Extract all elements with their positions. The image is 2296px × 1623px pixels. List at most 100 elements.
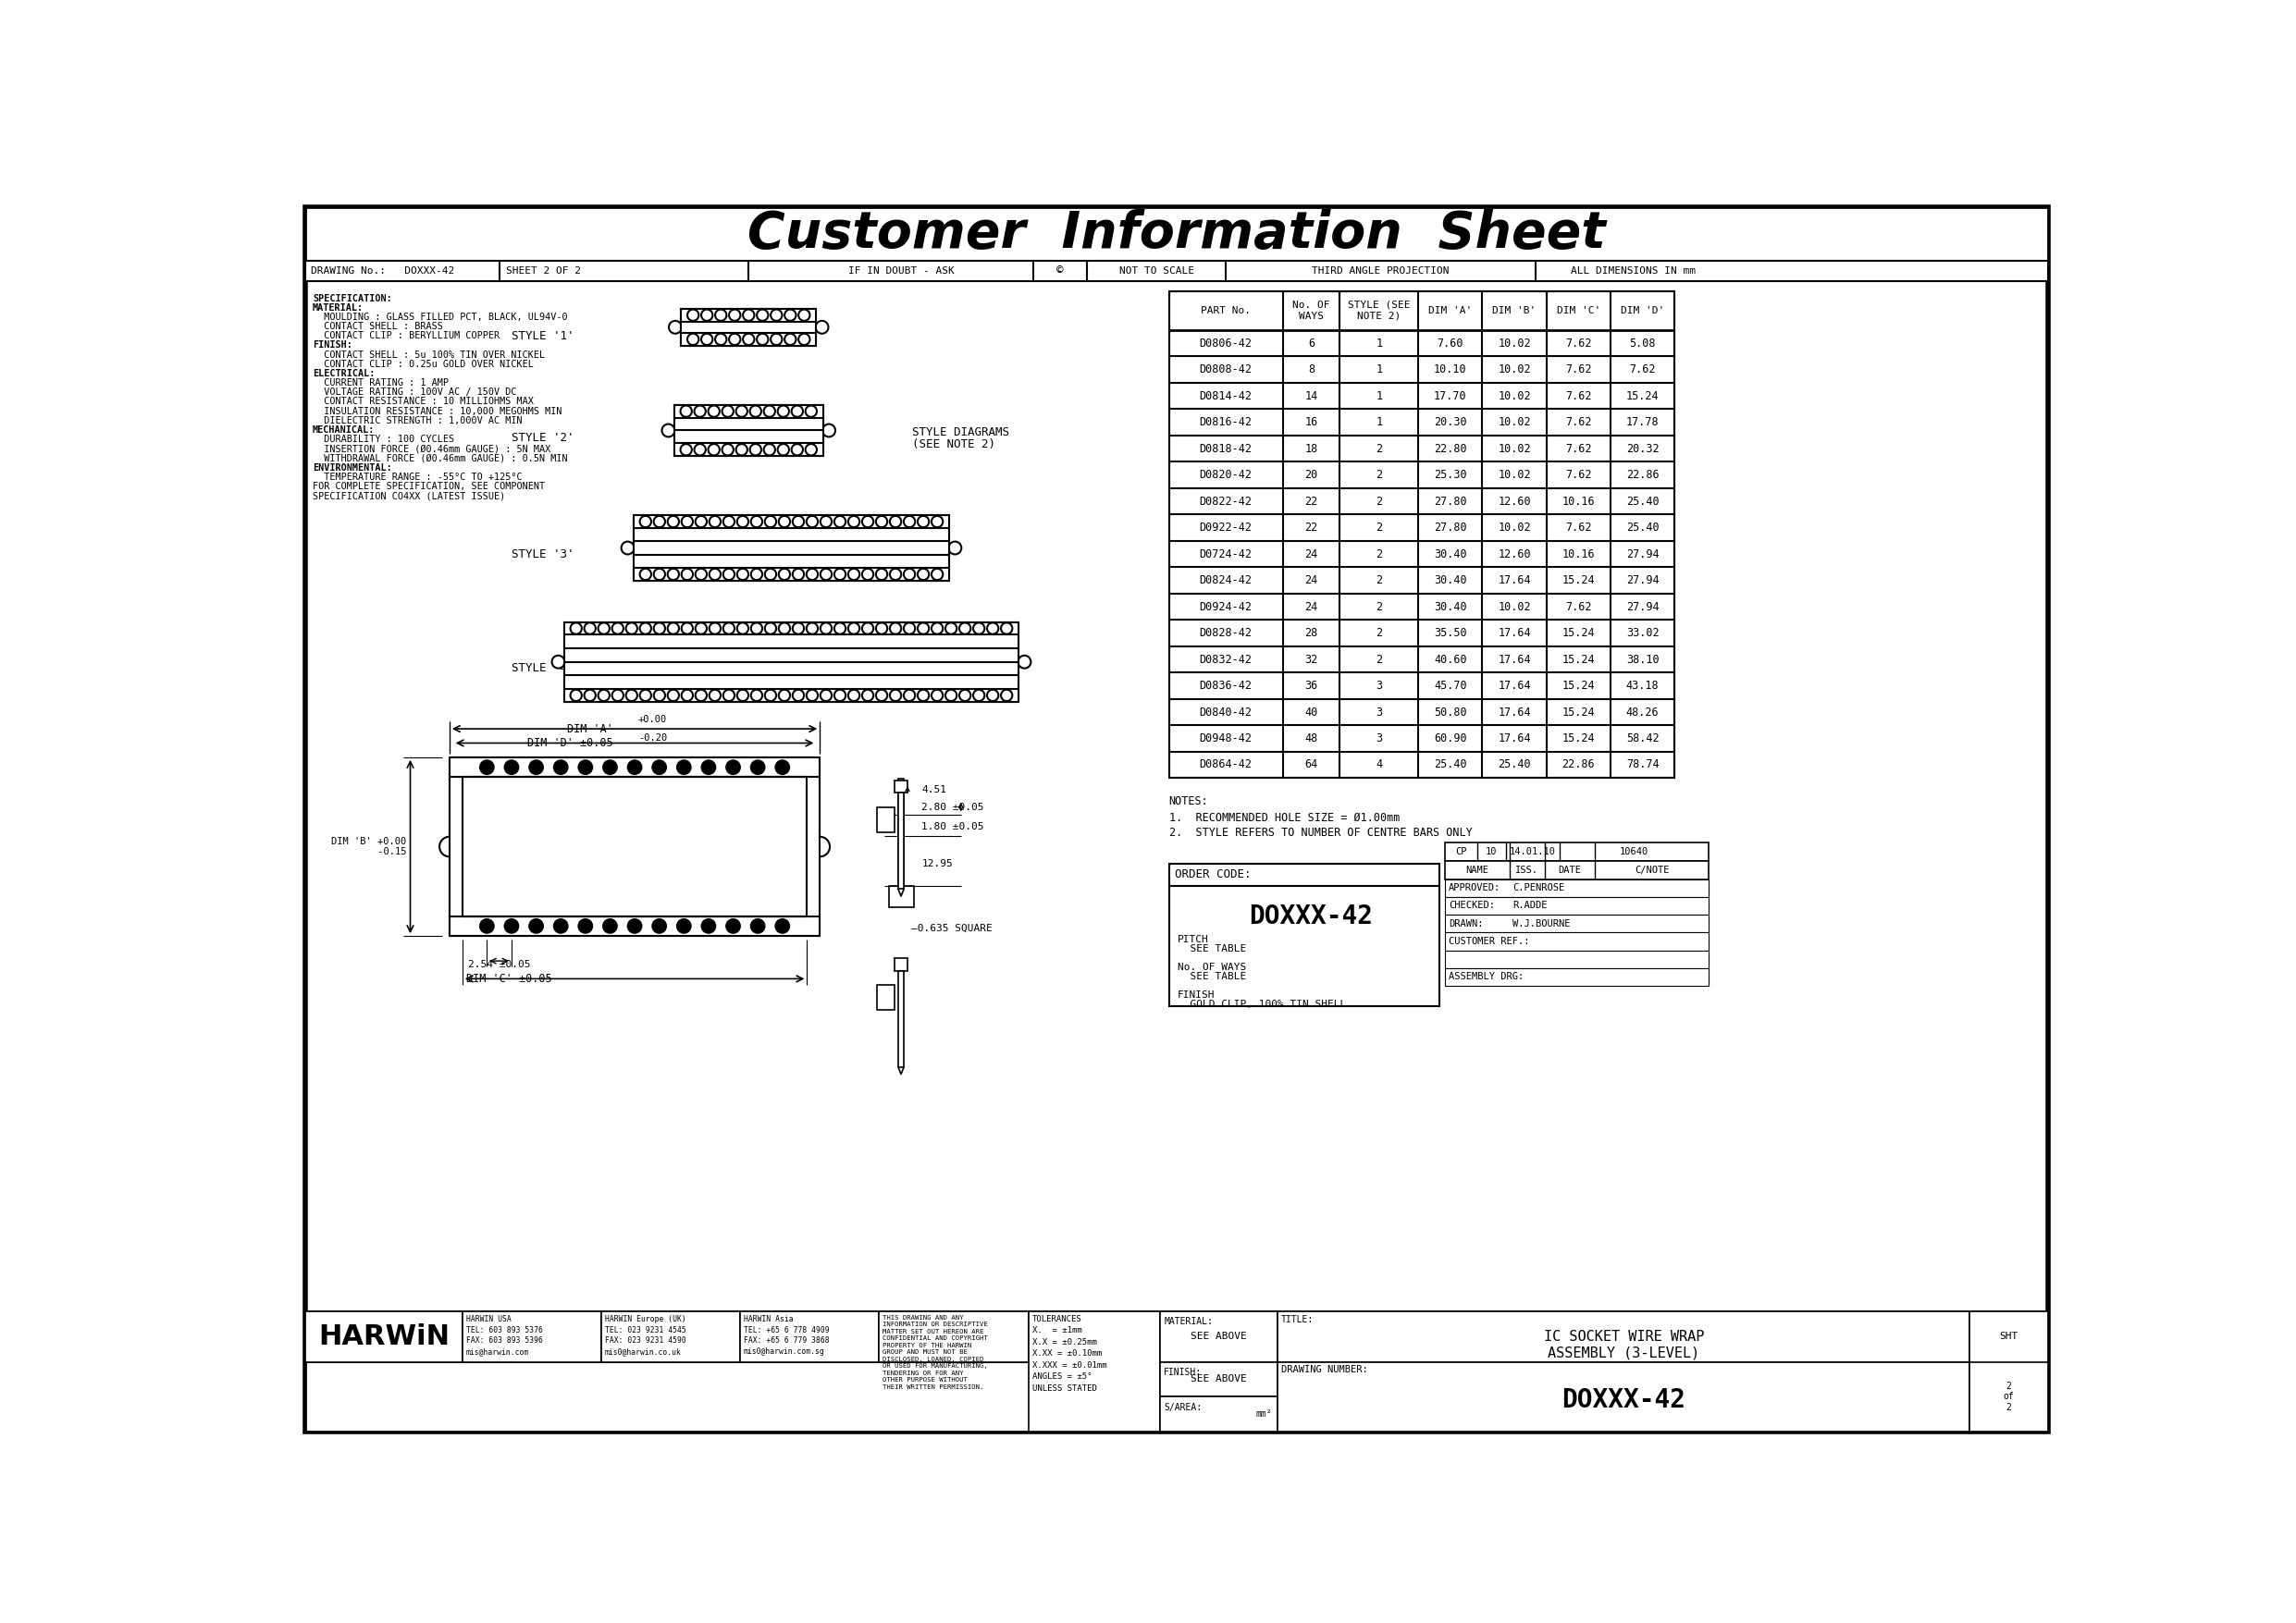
Ellipse shape: [627, 623, 638, 635]
Text: 15.24: 15.24: [1561, 680, 1596, 691]
Text: STYLE '4': STYLE '4': [512, 662, 574, 674]
Bar: [895, 781, 907, 794]
Text: No. OF
WAYS: No. OF WAYS: [1293, 300, 1329, 320]
Ellipse shape: [946, 623, 957, 635]
Text: 10.02: 10.02: [1497, 390, 1531, 403]
Text: 7.62: 7.62: [1566, 601, 1591, 613]
Text: VOLTAGE RATING : 100V AC / 150V DC: VOLTAGE RATING : 100V AC / 150V DC: [312, 388, 517, 398]
Ellipse shape: [833, 623, 845, 635]
Ellipse shape: [744, 334, 755, 346]
Text: 2
of
2: 2 of 2: [2002, 1381, 2014, 1412]
Text: 20.32: 20.32: [1626, 443, 1660, 454]
Text: -0.20: -0.20: [638, 734, 668, 742]
Text: 78.74: 78.74: [1626, 760, 1660, 771]
Ellipse shape: [799, 310, 810, 321]
Text: 17.70: 17.70: [1433, 390, 1467, 403]
Text: 10.02: 10.02: [1497, 443, 1531, 454]
Ellipse shape: [918, 623, 930, 635]
Text: SEE ABOVE: SEE ABOVE: [1192, 1375, 1247, 1384]
Text: SEE ABOVE: SEE ABOVE: [1192, 1332, 1247, 1341]
Ellipse shape: [737, 516, 748, 527]
Ellipse shape: [721, 406, 732, 417]
Text: (SEE NOTE 2): (SEE NOTE 2): [912, 438, 996, 450]
Ellipse shape: [932, 690, 944, 701]
Text: 7.62: 7.62: [1630, 364, 1655, 375]
Ellipse shape: [696, 568, 707, 579]
Text: D0724-42: D0724-42: [1199, 549, 1251, 560]
Bar: [879, 1311, 1029, 1362]
Text: D0806-42: D0806-42: [1199, 338, 1251, 349]
Text: ©: ©: [1056, 265, 1063, 278]
Ellipse shape: [932, 568, 944, 579]
Ellipse shape: [707, 406, 719, 417]
Text: D0922-42: D0922-42: [1199, 521, 1251, 534]
Ellipse shape: [668, 690, 680, 701]
Text: 10.16: 10.16: [1561, 495, 1596, 508]
Text: 2: 2: [1375, 443, 1382, 454]
Text: D0824-42: D0824-42: [1199, 575, 1251, 586]
Text: NAME: NAME: [1465, 865, 1488, 875]
Ellipse shape: [905, 690, 916, 701]
Text: SPECIFICATION:: SPECIFICATION:: [312, 294, 393, 304]
Ellipse shape: [810, 837, 829, 857]
Text: 25.30: 25.30: [1433, 469, 1467, 480]
Ellipse shape: [737, 623, 748, 635]
Text: 15.24: 15.24: [1561, 575, 1596, 586]
Ellipse shape: [668, 516, 680, 527]
Text: DOXXX-42: DOXXX-42: [1249, 904, 1373, 930]
Text: HARWIN Europe (UK)
TEL: 023 9231 4545
FAX: 023 9231 4590
mis0@harwin.co.uk: HARWIN Europe (UK) TEL: 023 9231 4545 FA…: [604, 1315, 687, 1355]
Text: 16: 16: [1304, 415, 1318, 428]
Text: S/AREA:: S/AREA:: [1164, 1402, 1201, 1412]
Text: 22: 22: [1304, 521, 1318, 534]
Circle shape: [553, 919, 567, 933]
Text: 24: 24: [1304, 549, 1318, 560]
Ellipse shape: [765, 623, 776, 635]
Text: ORDER CODE:: ORDER CODE:: [1176, 868, 1251, 881]
Bar: [682, 308, 817, 346]
Ellipse shape: [751, 690, 762, 701]
Ellipse shape: [891, 516, 902, 527]
Ellipse shape: [641, 568, 652, 579]
Bar: [877, 807, 895, 833]
Ellipse shape: [792, 623, 804, 635]
Text: R.ADDE: R.ADDE: [1513, 901, 1548, 911]
Text: 2: 2: [1375, 495, 1382, 508]
Bar: [898, 800, 905, 886]
Ellipse shape: [687, 310, 698, 321]
Text: MECHANICAL:: MECHANICAL:: [312, 425, 374, 435]
Text: SHT: SHT: [2000, 1332, 2018, 1341]
Ellipse shape: [877, 690, 886, 701]
Text: D0840-42: D0840-42: [1199, 706, 1251, 717]
Text: D0814-42: D0814-42: [1199, 390, 1251, 403]
Bar: [450, 758, 820, 936]
Text: 30.40: 30.40: [1433, 575, 1467, 586]
Circle shape: [652, 919, 666, 933]
Text: 43.18: 43.18: [1626, 680, 1660, 691]
Bar: [634, 514, 948, 581]
Text: 32: 32: [1304, 654, 1318, 665]
Ellipse shape: [707, 445, 719, 456]
Text: CURRENT RATING : 1 AMP: CURRENT RATING : 1 AMP: [312, 378, 448, 388]
Ellipse shape: [693, 445, 705, 456]
Ellipse shape: [861, 516, 872, 527]
Text: 1: 1: [1375, 338, 1382, 349]
Ellipse shape: [680, 406, 691, 417]
Ellipse shape: [599, 623, 608, 635]
Ellipse shape: [948, 542, 962, 555]
Bar: [1444, 967, 1708, 985]
Text: DOXXX-42: DOXXX-42: [1561, 1388, 1685, 1414]
Circle shape: [751, 760, 765, 774]
Text: 24: 24: [1304, 601, 1318, 613]
Text: mm²: mm²: [1256, 1410, 1272, 1419]
Ellipse shape: [905, 568, 916, 579]
Text: 2: 2: [1375, 654, 1382, 665]
Ellipse shape: [765, 406, 776, 417]
Bar: [305, 261, 2048, 281]
Bar: [1444, 933, 1708, 951]
Ellipse shape: [758, 334, 769, 346]
Bar: [1444, 915, 1708, 933]
Text: 10.16: 10.16: [1561, 549, 1596, 560]
Text: 1: 1: [1375, 364, 1382, 375]
Text: DURABILITY : 100 CYCLES: DURABILITY : 100 CYCLES: [312, 435, 455, 445]
Ellipse shape: [806, 568, 817, 579]
